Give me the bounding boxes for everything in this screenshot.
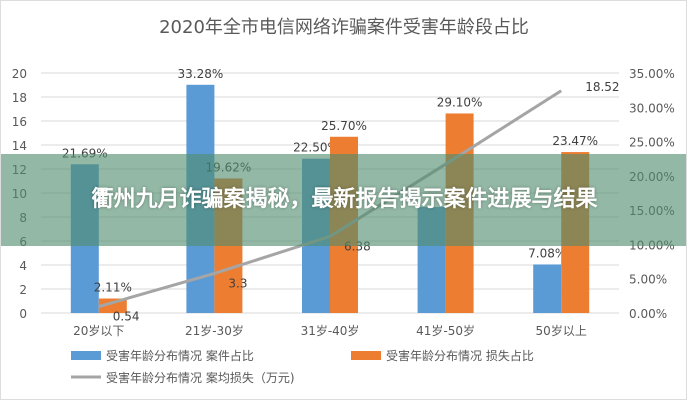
- left-tick-label: 0: [19, 307, 27, 321]
- legend-label: 受害年龄分布情况 损失占比: [386, 348, 534, 363]
- right-tick-label: 25.00%: [629, 136, 675, 150]
- left-tick-label: 2: [19, 283, 27, 297]
- bar-case: [533, 264, 562, 313]
- legend-swatch: [71, 351, 101, 360]
- line-data-label: 0.54: [113, 310, 140, 324]
- bar-data-label: 23.47%: [552, 134, 598, 148]
- category-label: 20岁以下: [73, 323, 124, 338]
- line-data-label: 18.52: [585, 80, 619, 94]
- legend-label: 受害年龄分布情况 案件占比: [106, 348, 254, 363]
- category-label: 21岁-30岁: [185, 323, 244, 338]
- left-tick-label: 14: [12, 139, 27, 153]
- left-tick-label: 4: [19, 259, 27, 273]
- bar-data-label: 7.08%: [528, 246, 566, 260]
- category-label: 41岁-50岁: [416, 323, 475, 338]
- bar-loss: [98, 298, 127, 313]
- bar-data-label: 22.50%: [293, 141, 339, 155]
- bar-data-label: 29.10%: [437, 95, 483, 109]
- left-tick-label: 20: [12, 67, 27, 81]
- legend-swatch: [351, 351, 381, 360]
- right-tick-label: 0.00%: [629, 307, 667, 321]
- legend-label: 受害年龄分布情况 案均损失（万元): [106, 370, 295, 385]
- bar-data-label: 33.28%: [178, 67, 224, 81]
- bar-data-label: 25.70%: [321, 119, 367, 133]
- category-label: 31岁-40岁: [301, 323, 360, 338]
- headline-text: 衢州九月诈骗案揭秘，最新报告揭示案件进展与结果: [91, 187, 598, 212]
- chart-title: 2020年全市电信网络诈骗案件受害年龄段占比: [159, 17, 529, 38]
- right-tick-label: 30.00%: [629, 101, 675, 115]
- left-tick-label: 16: [12, 115, 27, 129]
- right-tick-label: 35.00%: [629, 67, 675, 81]
- right-tick-label: 5.00%: [629, 273, 667, 287]
- line-data-label: 3.3: [228, 276, 247, 290]
- bar-data-label: 2.11%: [94, 281, 132, 295]
- category-label: 50岁以上: [536, 323, 587, 338]
- left-tick-label: 18: [12, 91, 27, 105]
- headline-banner: 衢州九月诈骗案揭秘，最新报告揭示案件进展与结果: [1, 154, 686, 246]
